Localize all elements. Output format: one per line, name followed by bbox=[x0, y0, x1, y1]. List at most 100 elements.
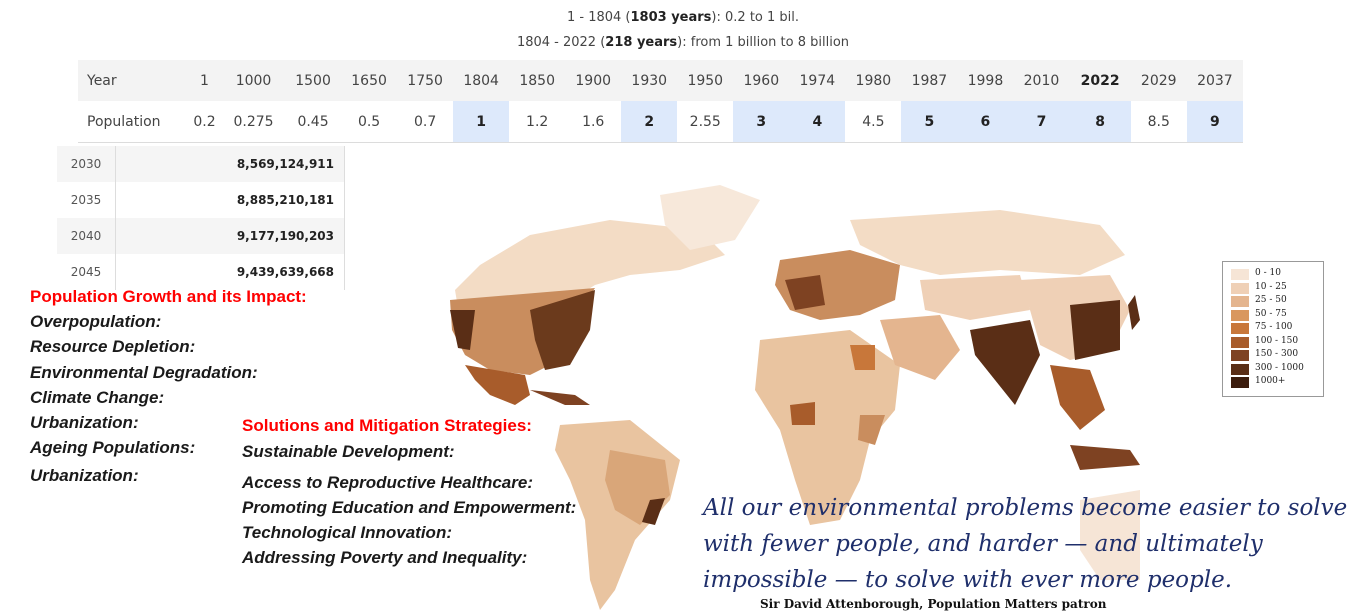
caption-bold: 218 years bbox=[605, 35, 678, 50]
map-region-greenland bbox=[660, 185, 760, 250]
legend-swatch bbox=[1231, 350, 1249, 361]
caption-text: ): 0.2 to 1 bil. bbox=[711, 10, 800, 25]
legend-swatch bbox=[1231, 323, 1249, 334]
impacts-heading: Population Growth and its Impact: bbox=[30, 287, 307, 306]
year-row: Year 1 1000 1500 1650 1750 1804 1850 1900 1930 19… bbox=[78, 60, 1243, 101]
population-cell: 9 bbox=[1186, 101, 1243, 143]
projection-row: 2030 8,569,124,911 bbox=[57, 146, 345, 182]
map-region-russia bbox=[850, 210, 1125, 275]
population-cell: 2 bbox=[621, 101, 678, 143]
population-cell: 7 bbox=[1013, 101, 1070, 143]
year-cell: 1804 bbox=[453, 60, 510, 101]
year-cell: 1650 bbox=[341, 60, 398, 101]
projection-year: 2035 bbox=[57, 182, 116, 218]
projection-year: 2045 bbox=[57, 254, 116, 290]
world-population-density-map bbox=[450, 185, 1140, 610]
quote-line: impossible — to solve with ever more peo… bbox=[703, 567, 1233, 593]
legend-label: 75 - 100 bbox=[1255, 322, 1293, 332]
caption-text: ): from 1 billion to 8 billion bbox=[677, 35, 850, 50]
map-region-southeast-asia bbox=[1050, 365, 1105, 430]
population-cell: 4 bbox=[789, 101, 846, 143]
legend-swatch bbox=[1231, 309, 1249, 321]
projection-value: 8,569,124,911 bbox=[115, 146, 345, 182]
year-cell: 1500 bbox=[285, 60, 342, 101]
projection-value: 9,439,639,668 bbox=[115, 254, 345, 290]
map-region-us-west bbox=[450, 310, 475, 350]
year-cell: 1987 bbox=[901, 60, 958, 101]
impacts-item: Urbanization: bbox=[30, 466, 139, 485]
map-region-africa bbox=[755, 330, 900, 525]
year-cell: 1980 bbox=[845, 60, 902, 101]
map-region-indonesia bbox=[1070, 445, 1140, 470]
projection-row: 2035 8,885,210,181 bbox=[57, 182, 345, 218]
year-cell: 1950 bbox=[677, 60, 734, 101]
caption-bold: 1803 years bbox=[630, 10, 712, 25]
map-region-india bbox=[970, 320, 1040, 405]
year-cell: 1900 bbox=[565, 60, 622, 101]
legend-label: 100 - 150 bbox=[1255, 335, 1299, 346]
population-cell: 0.45 bbox=[285, 101, 342, 143]
projection-year: 2030 bbox=[57, 146, 116, 182]
map-region-east-china bbox=[1070, 300, 1120, 360]
population-cell: 2.55 bbox=[677, 101, 734, 143]
projection-value: 8,885,210,181 bbox=[115, 182, 345, 218]
year-cell: 1 bbox=[187, 60, 222, 101]
population-cell: 8.5 bbox=[1130, 101, 1187, 143]
impacts-item: Climate Change: bbox=[30, 388, 165, 407]
quote-attribution: Sir David Attenborough, Population Matte… bbox=[760, 597, 1107, 611]
year-cell: 2022 bbox=[1069, 60, 1131, 101]
population-row: Population 0.2 0.275 0.45 0.5 0.7 1 1.2 1.6 2 2.5… bbox=[78, 101, 1243, 143]
legend-swatch bbox=[1231, 296, 1249, 307]
population-cell: 4.5 bbox=[845, 101, 902, 143]
population-cell: 8 bbox=[1069, 101, 1131, 143]
legend-label: 0 - 10 bbox=[1255, 268, 1281, 278]
map-region-us-east bbox=[530, 290, 595, 370]
quote-line: with fewer people, and harder — and ulti… bbox=[703, 531, 1263, 557]
map-region-nigeria bbox=[790, 402, 815, 425]
map-region-japan bbox=[1128, 295, 1140, 330]
impacts-item: Ageing Populations: bbox=[30, 438, 196, 457]
projection-value: 9,177,190,203 bbox=[115, 218, 345, 254]
population-cell: 6 bbox=[957, 101, 1014, 143]
population-cell: 0.275 bbox=[222, 101, 286, 143]
solutions-item: Promoting Education and Empowerment: bbox=[242, 498, 577, 517]
solutions-item: Access to Reproductive Healthcare: bbox=[242, 473, 533, 492]
projection-row: 2045 9,439,639,668 bbox=[57, 254, 345, 290]
solutions-item: Addressing Poverty and Inequality: bbox=[242, 548, 528, 567]
legend-label: 25 - 50 bbox=[1255, 295, 1287, 305]
legend-swatch bbox=[1231, 363, 1249, 375]
population-row-label: Population bbox=[78, 101, 187, 143]
caption-text: 1 - 1804 ( bbox=[566, 10, 631, 25]
population-cell: 1 bbox=[453, 101, 510, 143]
projection-row: 2040 9,177,190,203 bbox=[57, 218, 345, 254]
year-cell: 1750 bbox=[397, 60, 454, 101]
caption-text: 1804 - 2022 ( bbox=[516, 35, 606, 50]
legend-swatch bbox=[1231, 282, 1249, 294]
projection-table: 2030 8,569,124,911 2035 8,885,210,181 2040 9,… bbox=[57, 146, 345, 290]
map-region-middle-east bbox=[880, 315, 960, 380]
population-cell: 0.5 bbox=[341, 101, 398, 143]
projection-year: 2040 bbox=[57, 218, 116, 254]
timeline-caption-1: 1 - 1804 (1803 years): 0.2 to 1 bil. bbox=[0, 10, 1366, 25]
legend-swatch bbox=[1231, 269, 1249, 280]
impacts-item: Urbanization: bbox=[30, 413, 139, 432]
map-region-egypt bbox=[850, 345, 875, 370]
quote-line: All our environmental problems become ea… bbox=[703, 495, 1348, 521]
legend-label: 1000+ bbox=[1255, 376, 1286, 386]
population-cell: 3 bbox=[733, 101, 790, 143]
map-region-east-africa bbox=[858, 415, 885, 445]
impacts-item: Resource Depletion: bbox=[30, 337, 196, 356]
population-cell: 1.2 bbox=[509, 101, 566, 143]
impacts-item: Overpopulation: bbox=[30, 312, 162, 331]
population-cell: 0.2 bbox=[187, 101, 222, 143]
year-cell: 2029 bbox=[1130, 60, 1187, 101]
legend-swatch bbox=[1231, 377, 1249, 388]
year-cell: 1960 bbox=[733, 60, 790, 101]
legend-label: 300 - 1000 bbox=[1255, 362, 1304, 373]
year-cell: 1850 bbox=[509, 60, 566, 101]
year-row-label: Year bbox=[78, 60, 187, 101]
map-region-australia bbox=[1080, 490, 1140, 580]
map-region-western-europe bbox=[785, 275, 825, 310]
year-cell: 1998 bbox=[957, 60, 1014, 101]
population-milestones-table: Year 1 1000 1500 1650 1750 1804 1850 1900 1930 19… bbox=[78, 60, 1243, 143]
